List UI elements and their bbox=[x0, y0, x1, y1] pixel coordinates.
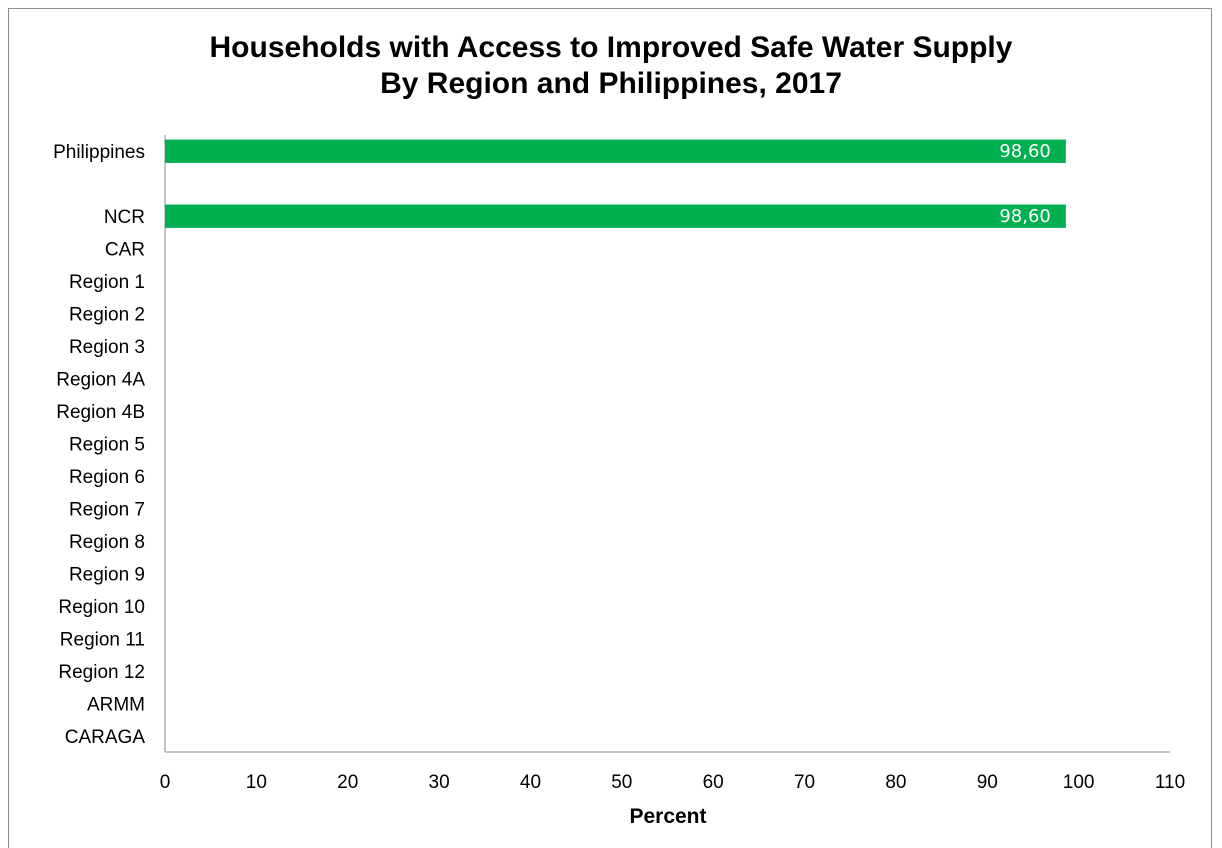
chart-subtitle: By Region and Philippines, 2017 bbox=[380, 67, 842, 100]
x-tick-label: 80 bbox=[885, 772, 906, 793]
category-label: CARAGA bbox=[65, 727, 146, 748]
x-tick-label: 40 bbox=[520, 772, 541, 793]
category-label: Region 4B bbox=[56, 402, 145, 423]
x-tick-label: 10 bbox=[246, 772, 267, 793]
category-label: Region 2 bbox=[69, 305, 145, 326]
category-label: Region 3 bbox=[69, 337, 145, 358]
category-label: NCR bbox=[104, 207, 145, 228]
x-tick-label: 30 bbox=[429, 772, 450, 793]
bar-value-label: 98,60 bbox=[999, 141, 1051, 162]
category-label: Region 4A bbox=[56, 370, 145, 391]
bars: 98,60 98,60 bbox=[165, 139, 1066, 228]
x-axis-title: Percent bbox=[629, 805, 706, 828]
x-tick-label: 20 bbox=[337, 772, 358, 793]
category-label: Philippines bbox=[53, 142, 145, 163]
chart-title: Households with Access to Improved Safe … bbox=[209, 31, 1013, 64]
x-tick-label: 0 bbox=[160, 772, 171, 793]
category-label: Region 6 bbox=[69, 467, 145, 488]
category-label: Region 8 bbox=[69, 532, 145, 553]
category-label: Region 7 bbox=[69, 499, 145, 520]
chart-title-block: Households with Access to Improved Safe … bbox=[0, 30, 1222, 102]
bar bbox=[165, 204, 1066, 228]
category-labels: Philippines NCR CAR Region 1 Region 2 Region … bbox=[53, 142, 145, 748]
category-label: Region 9 bbox=[69, 564, 145, 585]
category-label: Region 10 bbox=[58, 597, 145, 618]
x-tick-label: 60 bbox=[703, 772, 724, 793]
bar bbox=[165, 139, 1066, 163]
category-label: Region 11 bbox=[60, 629, 145, 650]
x-tick-label: 70 bbox=[794, 772, 815, 793]
x-tick-label: 100 bbox=[1063, 772, 1095, 793]
x-tick-label: 110 bbox=[1155, 772, 1185, 793]
x-tick-label: 50 bbox=[611, 772, 632, 793]
category-label: Region 1 bbox=[69, 272, 145, 293]
axes bbox=[164, 135, 1170, 753]
bar-value-label: 98,60 bbox=[999, 206, 1051, 227]
category-label: Region 5 bbox=[69, 435, 145, 456]
category-label: ARMM bbox=[87, 694, 145, 715]
category-label: Region 12 bbox=[58, 662, 145, 683]
x-tick-label: 90 bbox=[977, 772, 998, 793]
category-label: CAR bbox=[105, 240, 145, 261]
x-tick-labels: 0 10 20 30 40 50 60 70 80 90 100 110 bbox=[160, 772, 1185, 793]
